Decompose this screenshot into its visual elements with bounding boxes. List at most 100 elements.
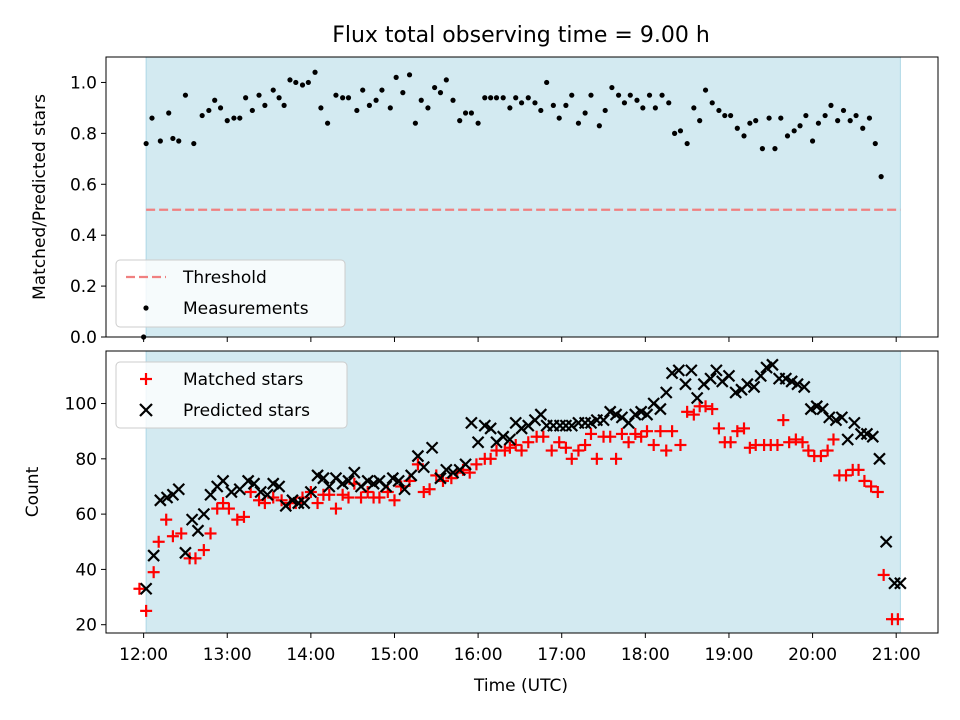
matched-point [361,486,374,498]
bottom-plot-frame [105,350,939,634]
measurement-point [425,105,431,111]
measurement-point [276,95,282,101]
measurement-point [443,77,449,83]
matched-point [865,480,878,493]
bottom-x-tick-label: 16:00 [454,645,503,665]
predicted-point [392,474,405,488]
measurement-point [345,95,352,101]
predicted-point [797,380,811,394]
measurement-point [709,100,715,106]
matched-point [604,430,617,443]
bottom-x-tick-label: 13:00 [203,645,252,665]
matched-point [537,430,550,443]
predicted-point [654,402,667,416]
measurement-point [582,110,588,116]
predicted-point [710,364,723,377]
measurements-points [141,69,884,340]
measurement-point [217,105,224,111]
bottom-y-label: Count [23,466,43,517]
matched-point [423,483,436,496]
predicted-point [704,372,717,385]
bottom-x-tick-label: 18:00 [621,645,670,665]
matched-point [311,497,324,510]
measurement-point [627,92,633,98]
measurement-point [828,102,834,108]
predicted-point [622,416,635,430]
matched-point [388,494,401,507]
measurement-point [199,112,205,119]
measurement-point [791,128,797,134]
matched-point [802,444,815,457]
measurement-point [149,115,155,121]
matched-point [731,425,744,438]
top-y-axis: 0.0 0.2 0.4 0.6 0.8 1.0 [70,73,106,348]
predicted-point [179,546,192,560]
measurement-point [575,120,582,126]
measurement-point [550,102,556,108]
predicted-point [503,433,517,446]
measurement-point [360,87,366,93]
measurement-point [563,102,569,108]
measurement-point [840,107,847,114]
matched-point [666,425,679,438]
measurement-point [596,123,602,129]
predicted-point [297,496,311,510]
matched-point [222,502,235,515]
predicted-point [565,419,579,432]
measurement-point [588,92,594,98]
matched-point [743,441,756,454]
predicted-point [147,549,160,562]
matched-point [610,452,623,465]
matched-point [470,458,483,471]
matched-point [891,613,904,626]
matched-point [681,405,694,418]
measurement-point [182,92,189,98]
top-y-tick-label: 0.2 [70,277,97,297]
measurement-point [803,112,809,119]
matched-point [777,414,790,427]
measurement-point [634,97,640,103]
predicted-point [679,377,692,391]
predicted-point [398,482,411,496]
predicted-point [766,358,779,372]
measurement-point [468,110,475,116]
x-axis-label: Time (UTC) [473,676,568,696]
bottom-legend: Matched stars Predicted stars [115,361,348,429]
matched-point [231,513,244,526]
predicted-point [741,377,754,391]
matched-point [858,474,871,487]
predicted-point [465,416,478,430]
measurement-point [772,146,778,152]
matched-stars-points [133,400,904,626]
matched-point [553,436,566,449]
measurement-point [393,74,399,80]
bottom-y-tick-label: 100 [65,395,97,415]
measurement-point [212,97,218,103]
predicted-point [216,474,230,488]
matched-point [712,422,725,435]
measurement-point [366,102,372,108]
measurement-point [666,100,672,106]
measurement-point [387,105,393,111]
measurement-point [747,120,753,126]
predicted-point [342,474,355,488]
predicted-point [791,377,804,391]
matched-point [258,497,271,510]
top-panel: 0.0 0.2 0.4 0.6 0.8 1.0 Matched/Predicted sta… [30,56,939,348]
measurement-point [532,100,538,106]
measurement-point [191,140,197,147]
predicted-point [317,471,330,485]
measurement-point [822,112,828,119]
bottom-x-tick-label: 12:00 [119,645,168,665]
bottom-y-tick-label: 80 [75,450,97,470]
predicted-point [261,488,274,502]
measurement-point [741,133,747,139]
matched-point [217,497,230,510]
measurement-point [556,115,562,121]
predicted-point [848,416,861,430]
measurement-point [333,92,339,98]
top-legend: Threshold Measurements [115,259,346,328]
matched-point [647,439,660,451]
legend-measurements-swatch [143,305,149,311]
bottom-panel: 20 40 60 80 100 12:00 13:00 14:00 15:00 16:00 17:… [23,350,939,696]
